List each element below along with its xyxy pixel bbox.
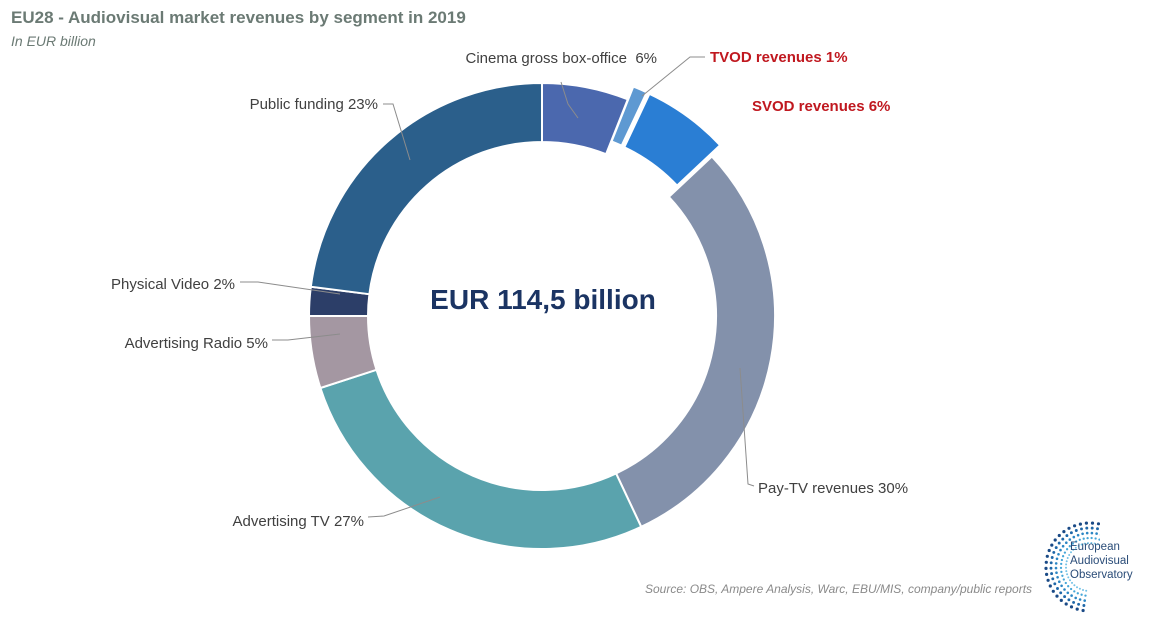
donut-slice: [616, 157, 775, 527]
logo-text: European Audiovisual Observatory: [1070, 540, 1133, 582]
logo-line-3: Observatory: [1070, 568, 1133, 582]
donut-slice: [311, 83, 542, 294]
source-note: Source: OBS, Ampere Analysis, Warc, EBU/…: [645, 582, 1032, 596]
slice-label: Cinema gross box-office 6%: [466, 50, 657, 67]
slice-label: Public funding 23%: [250, 96, 378, 113]
center-total-label: EUR 114,5 billion: [388, 284, 698, 316]
slice-label: Advertising TV 27%: [233, 513, 364, 530]
slice-label: TVOD revenues 1%: [710, 49, 848, 66]
observatory-logo: European Audiovisual Observatory: [1040, 518, 1149, 616]
logo-line-1: European: [1070, 540, 1133, 554]
slice-label: Physical Video 2%: [111, 276, 235, 293]
slice-label: Pay-TV revenues 30%: [758, 480, 908, 497]
slice-label: Advertising Radio 5%: [125, 335, 268, 352]
donut-slice: [320, 370, 641, 549]
logo-line-2: Audiovisual: [1070, 554, 1133, 568]
slice-label: SVOD revenues 6%: [752, 98, 890, 115]
